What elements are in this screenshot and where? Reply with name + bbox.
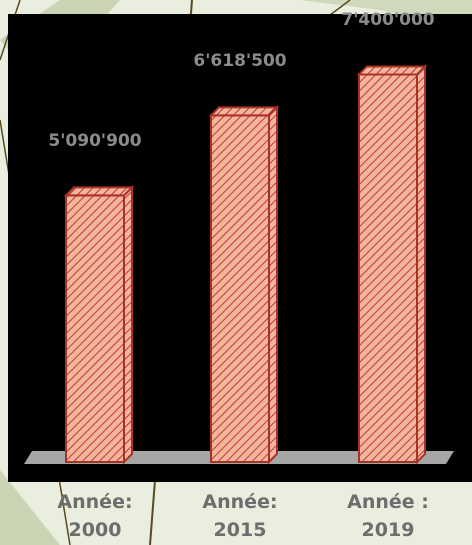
bar-2	[356, 64, 428, 465]
bar-front	[358, 73, 418, 463]
bar-top	[208, 106, 280, 117]
data-label: 6'618'500	[193, 51, 287, 72]
category-label: Année: 2000	[57, 491, 133, 541]
bar-side	[416, 64, 426, 465]
bar-0	[63, 184, 135, 465]
bar-top	[63, 186, 135, 197]
leaf-decoration	[0, 470, 60, 545]
bar-side	[268, 104, 278, 465]
bar-top	[356, 65, 428, 76]
bar-1	[208, 104, 280, 465]
bars-group	[63, 64, 428, 465]
category-label: Année: 2015	[202, 491, 278, 541]
data-label: 5'090'900	[48, 131, 142, 152]
leaf-decoration	[300, 0, 472, 30]
category-label: Année :2019	[347, 491, 429, 541]
bar-front	[210, 114, 270, 464]
data-label: 7'400'000	[341, 10, 435, 31]
bar-front	[65, 194, 125, 463]
bar-side	[123, 184, 133, 465]
